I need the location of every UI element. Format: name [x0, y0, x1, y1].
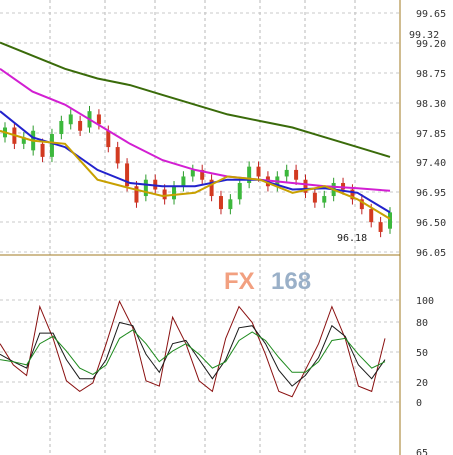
candle — [256, 166, 261, 177]
oscillator-panel — [0, 299, 386, 398]
osc-tick-label: 65 — [416, 448, 428, 455]
candle — [59, 120, 64, 135]
candle — [49, 134, 54, 157]
candle — [294, 169, 299, 180]
candle — [228, 199, 233, 210]
candle — [341, 182, 346, 190]
low-price-label: 96.18 — [337, 233, 367, 244]
candle — [134, 186, 139, 203]
price-tick-label: 98.30 — [416, 99, 446, 110]
candle — [125, 163, 130, 187]
osc-line-1 — [0, 321, 386, 387]
candle — [143, 179, 148, 197]
osc-tick-label: 20 — [416, 378, 428, 389]
candle — [78, 120, 83, 131]
candle — [247, 166, 252, 183]
candle — [181, 176, 186, 187]
price-tick-label: 99.20 — [416, 39, 446, 50]
candle — [106, 130, 111, 148]
price-tick-label: 96.95 — [416, 188, 446, 199]
osc-tick-label: 0 — [416, 398, 422, 409]
candle — [322, 196, 327, 203]
candle — [284, 169, 289, 177]
current-price-label: 99.32 — [409, 30, 439, 41]
candle — [378, 222, 383, 232]
candle — [190, 169, 195, 177]
candle — [369, 209, 374, 223]
grid — [0, 0, 401, 455]
candle — [209, 179, 214, 197]
candle — [237, 182, 242, 200]
candle — [21, 137, 26, 144]
candle — [68, 114, 73, 125]
candle — [303, 179, 308, 193]
candle — [40, 143, 45, 157]
price-panel: 96.18 — [0, 41, 392, 244]
ma-line-3 — [0, 129, 391, 220]
candle — [312, 192, 317, 203]
price-tick-label: 99.65 — [416, 9, 446, 20]
osc-tick-label: 50 — [416, 348, 428, 359]
price-tick-label: 96.50 — [416, 218, 446, 229]
price-tick-label: 97.85 — [416, 129, 446, 140]
candle — [162, 189, 167, 200]
ma-line-1 — [0, 67, 391, 192]
candle — [200, 169, 205, 180]
candle — [388, 212, 392, 229]
price-tick-label: 98.75 — [416, 69, 446, 80]
candle — [350, 189, 355, 200]
watermark-168: 168 — [271, 268, 311, 295]
price-tick-label: 97.40 — [416, 158, 446, 169]
y-axis: 99.65 99.20 98.75 98.30 97.85 97.40 96.95 96.50… — [409, 9, 446, 455]
price-tick-label: 96.05 — [416, 248, 446, 259]
osc-tick-label: 100 — [416, 296, 434, 307]
ma-line-0 — [0, 41, 391, 158]
osc-line-2 — [0, 329, 386, 375]
candle — [115, 147, 120, 164]
osc-line-0 — [0, 299, 386, 398]
candle — [218, 196, 223, 210]
candle — [172, 186, 177, 200]
osc-tick-label: 80 — [416, 318, 428, 329]
ma-line-2 — [0, 110, 391, 214]
watermark-fx: FX — [224, 268, 255, 295]
candle — [96, 114, 101, 125]
candle — [359, 199, 364, 210]
